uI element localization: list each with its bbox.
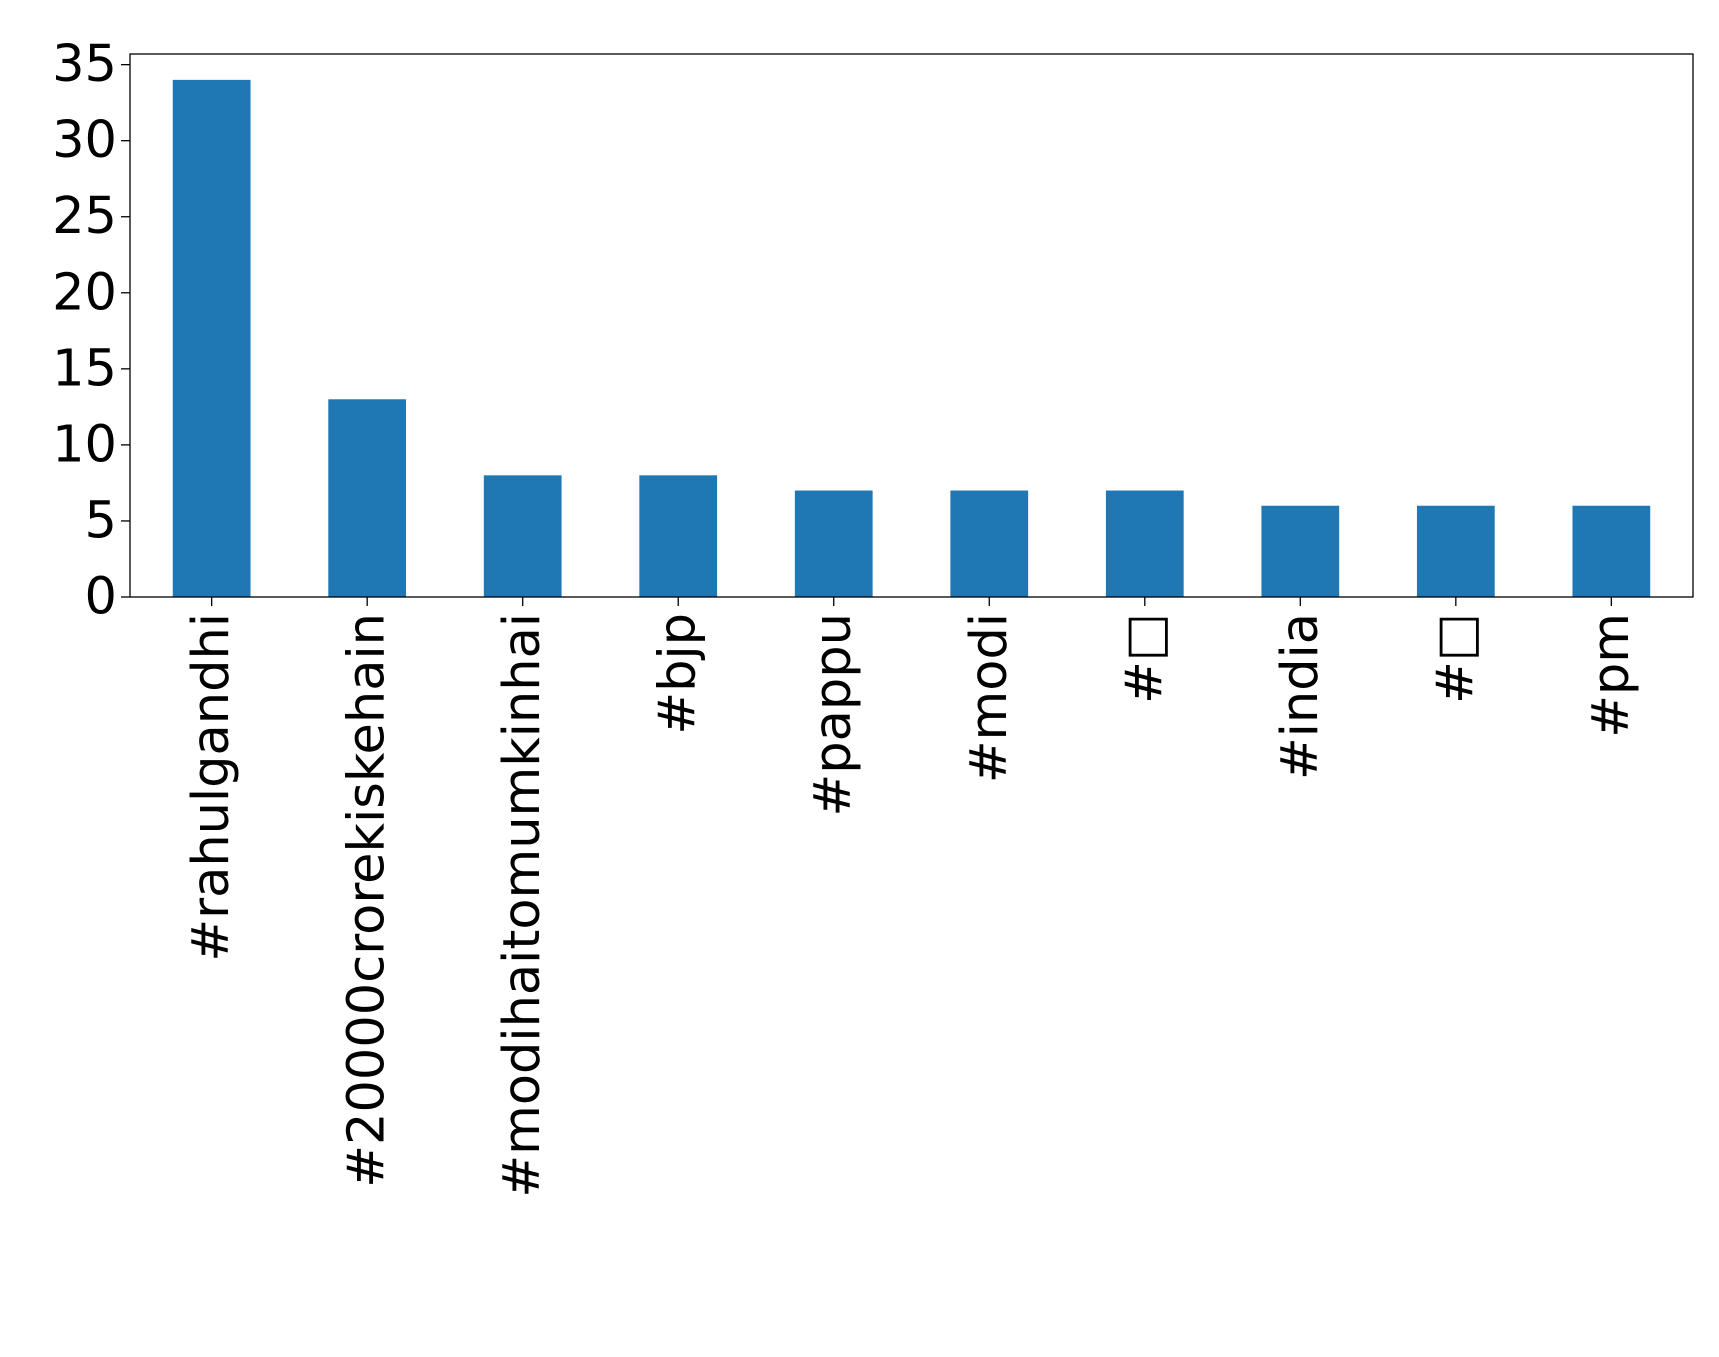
bar-4: [794, 490, 873, 597]
y-axis: 0 5 10 15 20 25 30 35: [52, 35, 130, 627]
bar-2: [483, 475, 562, 597]
x-tick-label: #rahulgandhi: [182, 613, 241, 962]
bar-3: [639, 475, 718, 597]
bar-1: [328, 399, 407, 597]
x-tick-label: #pappu: [804, 613, 863, 816]
x-tick-label: #□: [1115, 613, 1174, 704]
bar-9: [1572, 505, 1651, 597]
y-tick-label: 25: [52, 187, 117, 246]
y-tick-label: 35: [52, 35, 117, 94]
x-tick-label: #□: [1426, 613, 1485, 704]
x-axis: #rahulgandhi #20000crorekiskehain #modihai…: [182, 597, 1641, 1198]
bar-6: [1105, 490, 1184, 597]
bar-5: [950, 490, 1029, 597]
y-tick-label: 20: [52, 263, 117, 322]
x-tick-label: #bjp: [649, 613, 708, 735]
bar-8: [1416, 505, 1495, 597]
x-tick-label: #modihaitomumkinhai: [493, 613, 552, 1198]
x-tick-label: #india: [1271, 613, 1330, 780]
plot-frame: [129, 53, 1694, 598]
bar-7: [1261, 505, 1340, 597]
y-tick-label: 10: [52, 415, 117, 474]
x-tick-label: #20000crorekiskehain: [338, 613, 397, 1188]
bar-0: [172, 79, 251, 598]
y-tick-label: 0: [85, 568, 117, 627]
x-tick-label: #pm: [1582, 613, 1641, 738]
bars-layer: [172, 79, 1651, 598]
x-tick-label: #modi: [960, 613, 1019, 783]
y-tick-label: 5: [85, 491, 117, 550]
y-tick-label: 15: [52, 339, 117, 398]
y-tick-label: 30: [52, 111, 117, 170]
